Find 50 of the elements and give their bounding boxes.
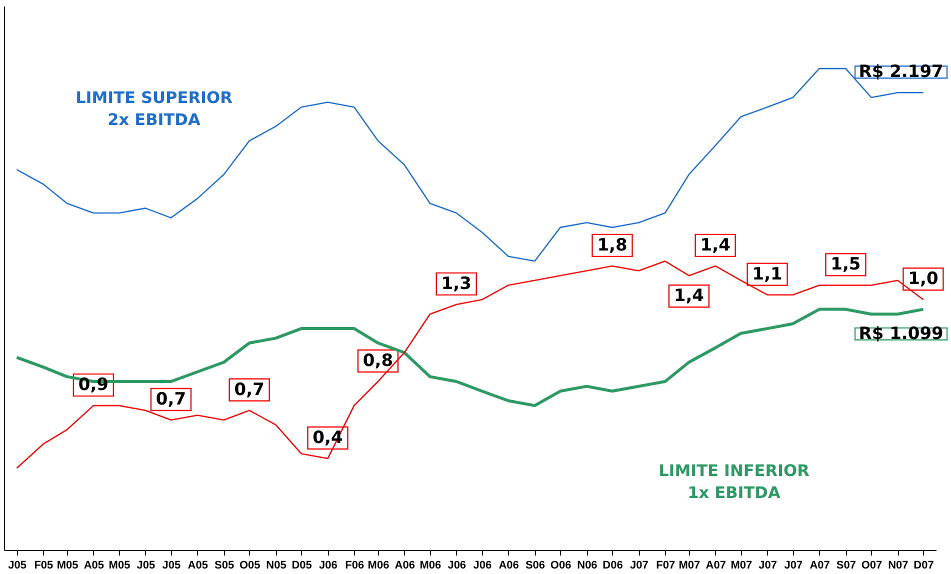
x-tick-label: F07	[656, 560, 676, 572]
annotation: 1,0	[908, 269, 938, 290]
annotation: 1,1	[752, 264, 782, 284]
x-tick-label: N05	[266, 560, 286, 572]
x-tick-label: J05	[162, 560, 181, 572]
x-tick-label: S06	[525, 560, 546, 572]
x-tick-label: O07	[861, 560, 882, 572]
x-tick-label: A06	[498, 560, 519, 572]
x-tick-label: A06	[394, 560, 415, 572]
x-tick-label: O05	[239, 560, 260, 572]
x-tick-label: D05	[292, 560, 312, 572]
x-tick-label: J07	[784, 560, 803, 572]
x-tick-label: M07	[678, 560, 700, 572]
annotation: 1,8	[597, 235, 628, 256]
x-tick-label: A05	[84, 560, 104, 572]
text: LIMITE INFERIOR 1x EBITDA	[658, 461, 810, 502]
x-tick-label: J05	[8, 560, 26, 572]
annotation: 0,7	[234, 380, 264, 400]
x-tick-label: S05	[214, 560, 234, 572]
annotation: 0,7	[156, 389, 186, 410]
annotation: 1,5	[830, 254, 861, 275]
x-tick-label: J06	[448, 560, 466, 572]
x-tick-label: O06	[550, 560, 572, 572]
x-tick-label: F06	[345, 560, 364, 572]
x-tick-label: J05	[136, 560, 156, 572]
x-tick-label: M05	[56, 560, 78, 572]
x-tick-label: M06	[368, 560, 390, 572]
x-tick-label: M05	[108, 560, 130, 572]
x-tick-label: S07	[836, 560, 856, 572]
x-tick-label: J07	[630, 560, 648, 572]
x-tick-label: A05	[188, 560, 208, 572]
annotation: R$ 2.197	[858, 62, 944, 82]
x-tick-label: A07	[810, 560, 830, 572]
x-tick-label: N07	[888, 560, 908, 572]
annotation: R$ 1.099	[858, 324, 944, 344]
series-label: LIMITE SUPERIOR 2x EBITDA	[76, 88, 232, 129]
annotation: 1,3	[441, 274, 472, 294]
x-tick-label: D06	[602, 560, 623, 572]
x-tick-label: F05	[34, 560, 54, 572]
annotation: 0,8	[362, 350, 394, 371]
x-tick-label: M06	[420, 560, 442, 572]
x-tick-label: J07	[758, 560, 777, 572]
x-tick-label: J06	[473, 560, 492, 572]
x-tick-label: M07	[730, 560, 752, 572]
x-tick-label: J06	[319, 560, 338, 572]
x-tick-label: D07	[914, 560, 934, 572]
x-tick-label: N06	[577, 560, 598, 572]
annotation: 1,4	[674, 286, 704, 306]
annotation: 1,4	[700, 235, 731, 256]
x-tick-label: A07	[706, 560, 726, 572]
